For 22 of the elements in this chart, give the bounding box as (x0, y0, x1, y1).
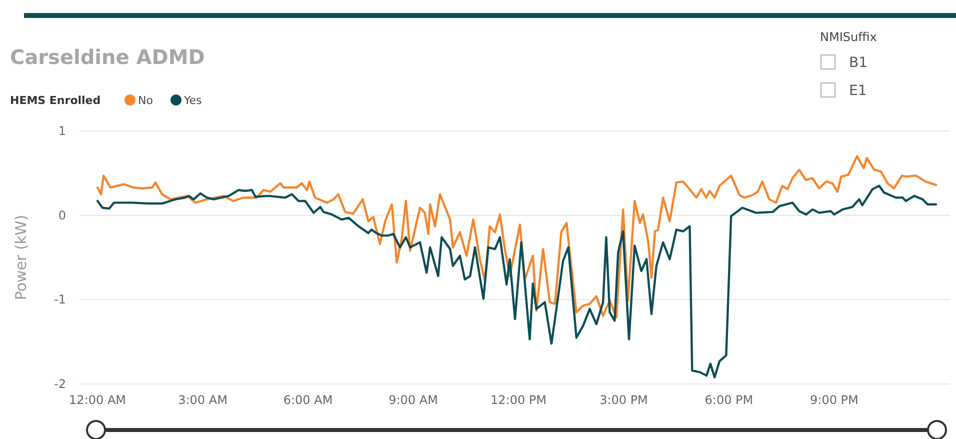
x-tick-label: 6:00 AM (283, 393, 333, 407)
y-tick-label: 0 (58, 208, 66, 222)
line-series (96, 184, 938, 378)
x-tick-label: 9:00 PM (810, 393, 858, 407)
line-series (96, 155, 938, 318)
x-tick-label: 3:00 AM (178, 393, 228, 407)
y-tick-label: 1 (58, 124, 66, 138)
legend-title: HEMS Enrolled (10, 94, 101, 107)
y-axis-title: Power (kW) (12, 214, 30, 300)
x-tick-label: 12:00 AM (69, 393, 126, 407)
text: E1 (849, 83, 867, 99)
x-tick-label: 3:00 PM (600, 393, 648, 407)
y-tick-label: -1 (54, 292, 66, 307)
legend-label: No (138, 94, 154, 107)
chart-title: Carseldine ADMD (10, 45, 205, 69)
x-tick-label: 9:00 AM (388, 393, 438, 407)
legend-label: Yes (183, 94, 202, 107)
text: B1 (849, 55, 868, 71)
y-tick-label: -2 (54, 377, 66, 391)
x-tick-label: 12:00 PM (490, 393, 547, 407)
x-tick-label: 6:00 PM (704, 393, 754, 407)
text: NMISuffix (820, 30, 877, 44)
